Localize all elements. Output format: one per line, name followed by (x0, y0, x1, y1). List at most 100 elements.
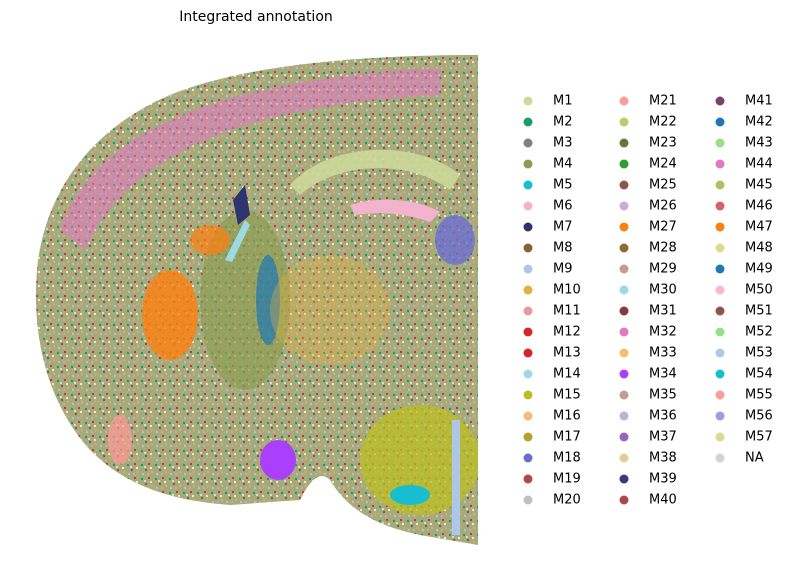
legend-label: M19 (553, 472, 581, 487)
legend-label: M16 (553, 409, 581, 424)
legend-label: M23 (649, 136, 677, 151)
legend-label: M2 (553, 115, 573, 130)
region (225, 220, 250, 262)
legend-label: M12 (553, 325, 581, 340)
legend-label: M10 (553, 283, 581, 298)
legend-label: M42 (745, 115, 773, 130)
legend-marker (715, 348, 725, 358)
legend-label: M32 (649, 325, 677, 340)
legend-marker (619, 159, 629, 169)
legend-label: M50 (745, 283, 773, 298)
legend-marker (619, 348, 629, 358)
legend-label: M44 (745, 157, 773, 172)
legend-marker (715, 96, 725, 106)
region (290, 149, 460, 195)
legend-label: M54 (745, 367, 773, 382)
region (390, 485, 430, 505)
legend-label: M29 (649, 262, 677, 277)
legend-marker (523, 243, 533, 253)
legend-label: M48 (745, 241, 773, 256)
legend-marker (619, 243, 629, 253)
legend-label: M34 (649, 367, 677, 382)
legend-marker (619, 369, 629, 379)
legend-marker (619, 117, 629, 127)
region (260, 440, 296, 480)
region (256, 255, 280, 345)
legend-marker (523, 159, 533, 169)
legend-marker (715, 432, 725, 442)
legend-label: M47 (745, 220, 773, 235)
tissue (35, 55, 478, 545)
legend-marker (523, 264, 533, 274)
region (452, 420, 460, 535)
legend-label: M49 (745, 262, 773, 277)
legend-label: M35 (649, 388, 677, 403)
legend-label: M22 (649, 115, 677, 130)
legend-marker (523, 432, 533, 442)
legend-marker (619, 180, 629, 190)
legend-marker (523, 306, 533, 316)
legend-label: M26 (649, 199, 677, 214)
legend-marker (619, 201, 629, 211)
legend-marker (619, 222, 629, 232)
legend-label: M7 (553, 220, 573, 235)
legend-marker (715, 390, 725, 400)
region (190, 225, 230, 255)
legend-marker (523, 348, 533, 358)
legend-marker (715, 411, 725, 421)
legend-label: M3 (553, 136, 573, 151)
region (200, 210, 290, 390)
region (108, 415, 132, 465)
legend-marker (715, 369, 725, 379)
legend-marker (715, 180, 725, 190)
legend-label: M31 (649, 304, 677, 319)
legend-marker (619, 411, 629, 421)
legend-label: M28 (649, 241, 677, 256)
legend-marker (523, 138, 533, 148)
legend-label: M18 (553, 451, 581, 466)
region (270, 255, 390, 365)
legend-marker (715, 117, 725, 127)
legend-label: M45 (745, 178, 773, 193)
legend-marker (619, 264, 629, 274)
legend: M1 M2 M3 M4 M5 M6 M7 M8 M9 M10 M11 M12 M13 M14 M15 M16 M… (523, 94, 773, 508)
chart-title: Integrated annotation (179, 9, 333, 25)
legend-label: M53 (745, 346, 773, 361)
legend-marker (619, 453, 629, 463)
legend-marker (715, 201, 725, 211)
legend-label: M39 (649, 472, 677, 487)
legend-label: M11 (553, 304, 581, 319)
legend-label: M24 (649, 157, 677, 172)
legend-label: M9 (553, 262, 573, 277)
legend-marker (715, 222, 725, 232)
legend-label: M20 (553, 493, 581, 508)
region (60, 68, 440, 250)
legend-marker (715, 327, 725, 337)
legend-label: M46 (745, 199, 773, 214)
legend-marker (619, 96, 629, 106)
region (142, 270, 198, 360)
legend-marker (523, 222, 533, 232)
legend-marker (523, 369, 533, 379)
legend-label: M1 (553, 94, 573, 109)
legend-label: M57 (745, 430, 773, 445)
legend-label: M25 (649, 178, 677, 193)
legend-marker (619, 432, 629, 442)
legend-marker (523, 411, 533, 421)
legend-marker (715, 243, 725, 253)
legend-marker (619, 474, 629, 484)
legend-label: M52 (745, 325, 773, 340)
legend-marker (715, 453, 725, 463)
legend-label: M30 (649, 283, 677, 298)
legend-marker (715, 138, 725, 148)
legend-marker (619, 306, 629, 316)
legend-label: M8 (553, 241, 573, 256)
legend-label: M17 (553, 430, 581, 445)
legend-marker (619, 390, 629, 400)
legend-marker (523, 285, 533, 295)
legend-label: M4 (553, 157, 573, 172)
legend-marker (523, 117, 533, 127)
region (360, 405, 478, 515)
legend-label: M56 (745, 409, 773, 424)
